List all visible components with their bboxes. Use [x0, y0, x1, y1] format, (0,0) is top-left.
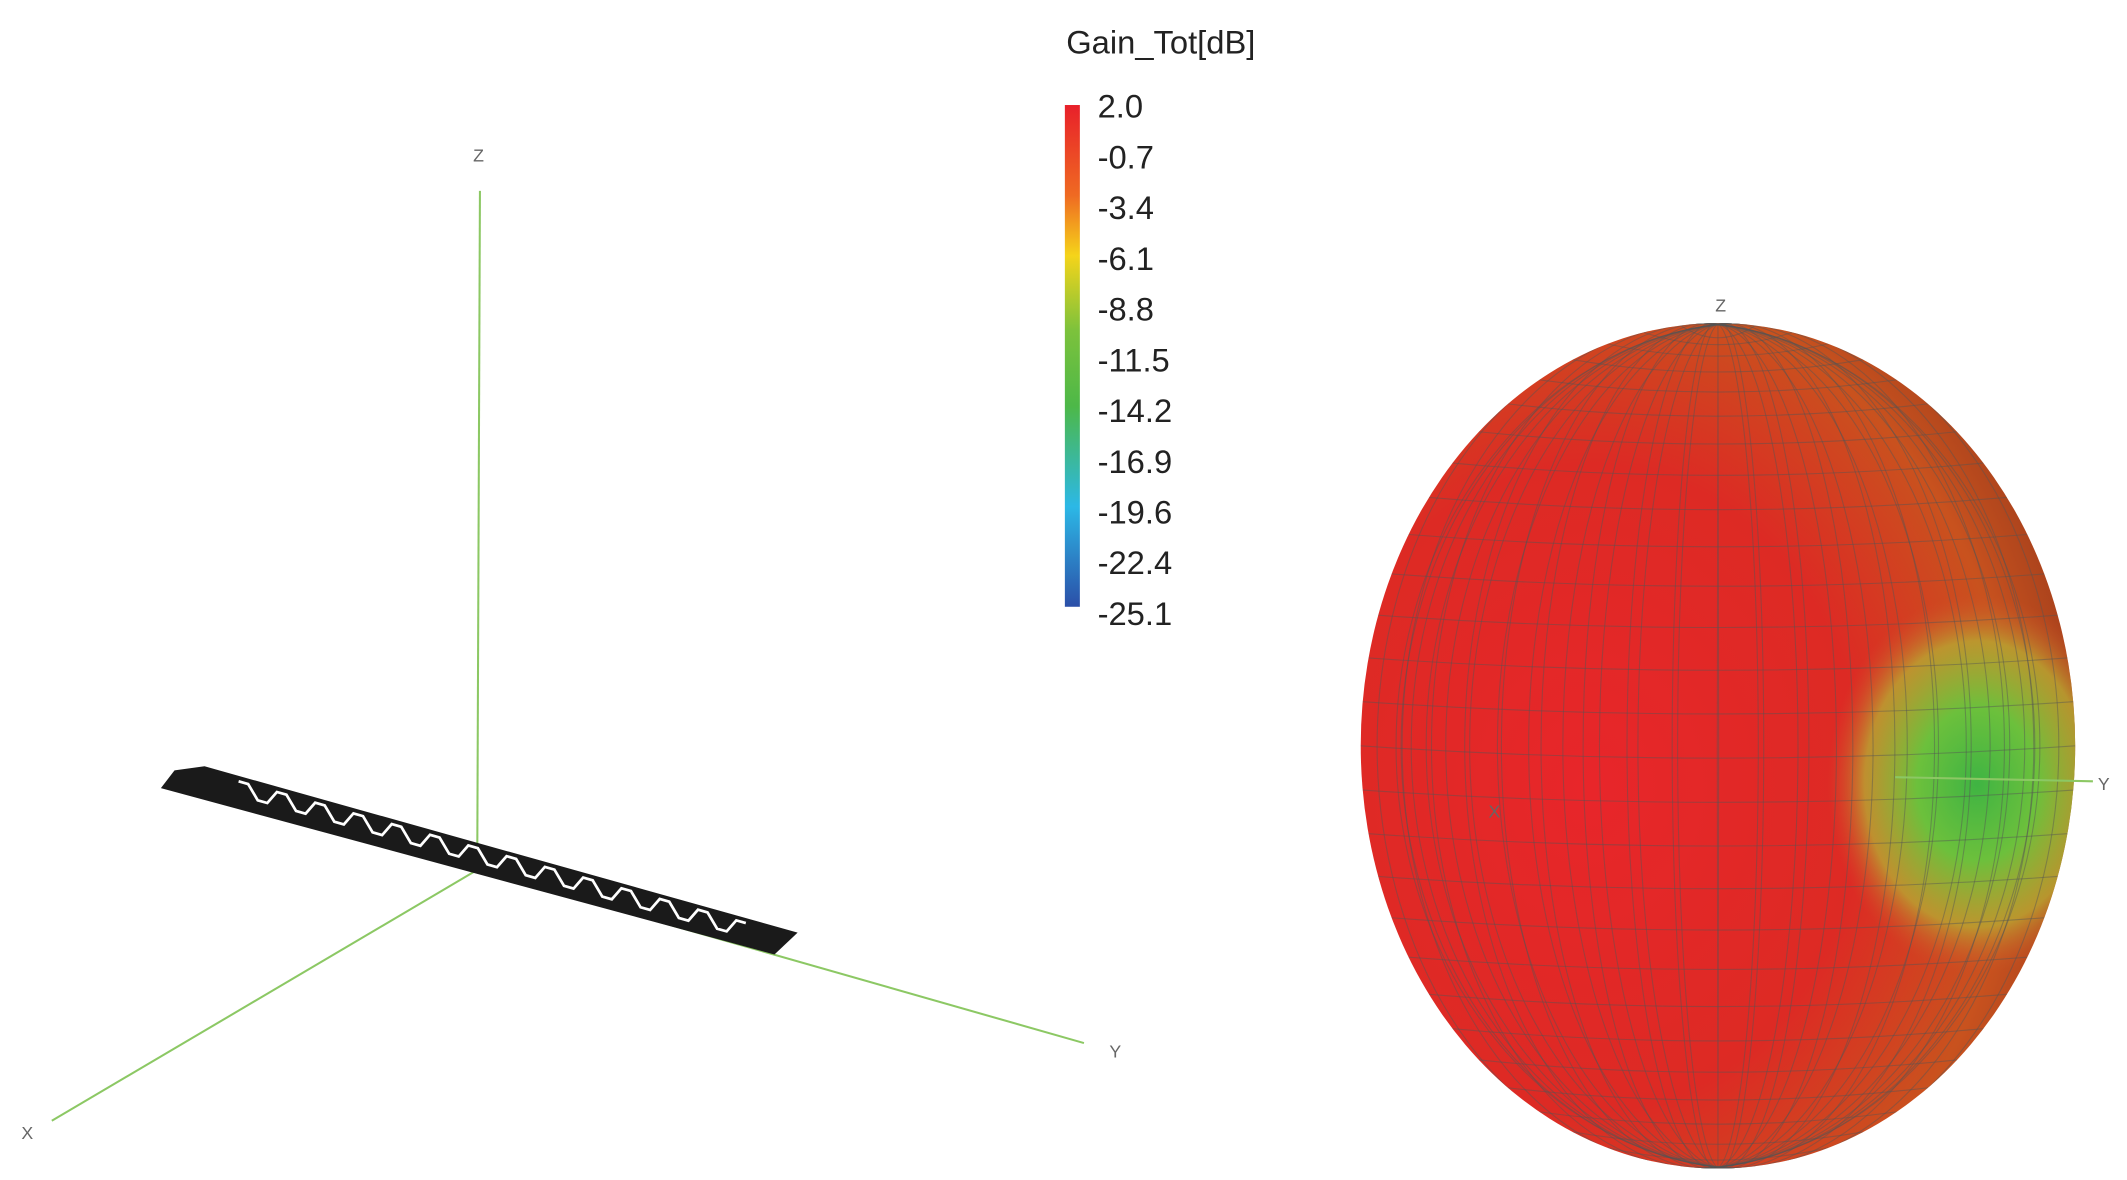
legend-label: -8.8 — [1098, 291, 1154, 328]
mesh-parallel — [1539, 379, 1897, 393]
legend-title: Gain_Tot[dB] — [1066, 24, 1255, 61]
mesh-parallel — [1478, 431, 1958, 445]
axis-label-x: X — [21, 1123, 33, 1143]
null-region — [1827, 593, 2076, 975]
mesh-meridian — [1626, 323, 1799, 1169]
mesh-meridian — [1376, 323, 2011, 1169]
antenna-meander — [238, 779, 747, 933]
mesh-meridian — [1677, 323, 1765, 1169]
mesh-parallel — [1378, 614, 2058, 629]
z-axis — [476, 190, 481, 870]
mesh-parallel — [1478, 1059, 1958, 1073]
mesh-meridian — [1598, 323, 1854, 1169]
mesh-meridian — [1400, 323, 2076, 1169]
mesh-parallel — [1391, 917, 2045, 931]
mesh-meridian — [1500, 323, 1908, 1169]
mesh-meridian — [1401, 323, 1991, 1169]
mesh-parallel — [1408, 956, 2028, 970]
mesh-meridian — [1528, 323, 1936, 1169]
mesh-meridian — [1360, 323, 2041, 1169]
mesh-meridian — [1582, 323, 1838, 1169]
mesh-meridian — [1395, 323, 2076, 1169]
radiation-pattern — [1360, 323, 2076, 1169]
axis-label-x: X — [1488, 801, 1500, 821]
mesh-parallel — [1428, 993, 2008, 1008]
mesh-parallel — [1572, 1131, 1864, 1145]
mesh-parallel — [1607, 343, 1829, 357]
mesh-parallel — [1452, 1028, 1984, 1042]
left-view: Z X Y — [21, 146, 1121, 1144]
color-bar — [1064, 105, 1080, 607]
mesh-meridian — [1469, 323, 2005, 1169]
mesh-meridian — [1425, 323, 2060, 1169]
mesh-parallel — [1507, 1087, 1928, 1101]
legend-label: -19.6 — [1098, 494, 1173, 531]
legend-label: -3.4 — [1098, 189, 1154, 226]
mesh-parallel — [1391, 573, 2045, 587]
legend-labels: 2.0 -0.7 -3.4 -6.1 -8.8 -11.5 -14.2 -16.9 -19.6 -… — [1098, 88, 1173, 632]
right-view: Z X Y — [1360, 295, 2110, 1169]
axis-label-y: Y — [1109, 1041, 1121, 1061]
mesh-meridian — [1562, 323, 1896, 1169]
mesh-parallel — [1607, 1147, 1829, 1161]
mesh-parallel — [1368, 657, 2068, 671]
y-axis — [1895, 776, 2093, 783]
axis-label-z: Z — [1715, 295, 1726, 315]
mesh — [1360, 323, 2076, 1169]
meander-trace — [238, 779, 747, 933]
legend-label: -22.4 — [1098, 544, 1173, 581]
mesh-meridian — [1410, 323, 2076, 1169]
mesh-meridian — [1430, 323, 1967, 1169]
mesh-meridian — [1671, 323, 1759, 1169]
axis-label-z: Z — [473, 146, 484, 166]
mesh-parallel — [1362, 789, 2074, 803]
mesh-meridian — [1716, 323, 1720, 1169]
antenna — [160, 766, 798, 955]
mesh-parallel — [1643, 331, 1793, 346]
x-axis — [51, 869, 478, 1122]
mesh-meridian — [1637, 323, 1810, 1169]
axis-label-y: Y — [2098, 774, 2110, 794]
mesh-meridian — [1445, 323, 2035, 1169]
mesh-meridian — [1360, 323, 2026, 1169]
mesh-parallel — [1362, 701, 2074, 715]
mesh-meridian — [1540, 323, 1874, 1169]
legend-label: -0.7 — [1098, 138, 1154, 175]
mesh-parallel — [1452, 462, 1984, 476]
mesh-parallel — [1507, 403, 1928, 417]
mesh-parallel — [1428, 496, 2008, 511]
mesh-parallel — [1539, 1111, 1897, 1125]
mesh-parallel — [1378, 875, 2058, 890]
mesh-parallel — [1572, 359, 1864, 373]
legend-label: 2.0 — [1098, 88, 1143, 125]
mesh-meridian — [1496, 323, 1972, 1169]
mesh-meridian — [1464, 323, 1940, 1169]
legend-label: -6.1 — [1098, 240, 1154, 277]
mesh-parallel — [1680, 325, 1756, 339]
legend-label: -25.1 — [1098, 595, 1173, 632]
legend-label: -16.9 — [1098, 443, 1173, 480]
mesh-parallel — [1360, 745, 2076, 759]
mesh-meridian — [1360, 323, 2036, 1169]
legend-label: -14.2 — [1098, 392, 1173, 429]
legend-label: -11.5 — [1098, 341, 1170, 378]
mesh-parallel — [1368, 833, 2068, 847]
mesh-parallel — [1408, 533, 2028, 548]
